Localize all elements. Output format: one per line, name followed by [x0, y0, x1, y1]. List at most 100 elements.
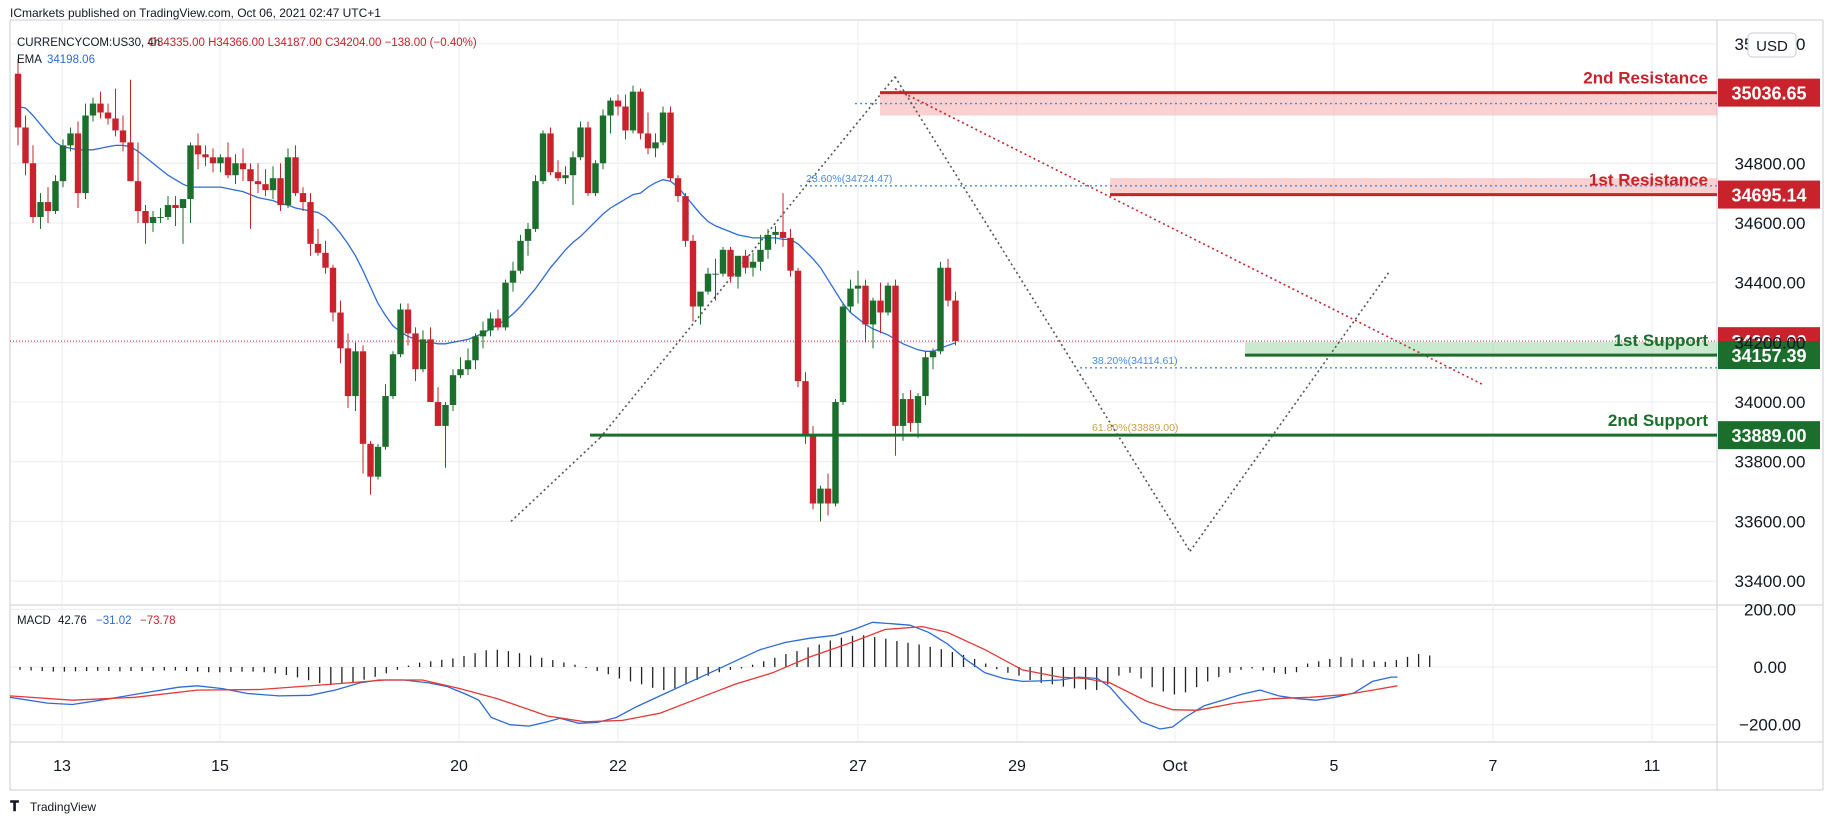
- candle-body: [405, 310, 411, 334]
- x-tick-label: 7: [1489, 758, 1498, 775]
- candle-body: [547, 133, 553, 172]
- y-tick-label: 34200.00: [1735, 333, 1806, 352]
- x-tick-label: 11: [1644, 758, 1661, 775]
- price-tag-label: 34695.14: [1731, 186, 1806, 206]
- candle-body: [60, 145, 66, 181]
- candle-body: [562, 175, 568, 178]
- x-tick-label: Oct: [1163, 758, 1188, 775]
- candle-body: [862, 286, 868, 325]
- candle-body: [142, 211, 148, 223]
- candle-body: [262, 184, 268, 190]
- x-tick-label: 29: [1008, 758, 1026, 775]
- candle-body: [105, 113, 111, 119]
- candle-body: [802, 381, 808, 435]
- candle-body: [37, 202, 43, 217]
- y-tick-label: 33600.00: [1735, 512, 1806, 531]
- candle-body: [540, 133, 546, 181]
- y-tick-label: 34600.00: [1735, 214, 1806, 233]
- candle-body: [615, 101, 621, 107]
- candle-body: [427, 339, 433, 402]
- candle-body: [487, 318, 493, 330]
- fib-label: 23.60%(34724.47): [806, 173, 892, 185]
- candle-body: [112, 118, 118, 130]
- candle-body: [675, 178, 681, 196]
- candle-body: [787, 238, 793, 271]
- candle-body: [570, 157, 576, 175]
- candle-body: [420, 339, 426, 369]
- candle-body: [277, 178, 283, 205]
- candle-body: [472, 336, 478, 360]
- candle-body: [217, 157, 223, 163]
- ohlc-readout: O34335.00 H34366.00 L34187.00 C34204.00 …: [148, 37, 477, 49]
- candle-body: [457, 369, 463, 375]
- candle-body: [397, 310, 403, 355]
- x-tick-label: 27: [849, 758, 867, 775]
- candle-body: [360, 351, 366, 444]
- y-tick-label: 34800.00: [1735, 154, 1806, 173]
- candle-body: [330, 268, 336, 313]
- currency-label: USD: [1756, 38, 1788, 55]
- candle-body: [180, 199, 186, 208]
- candle-body: [75, 133, 81, 193]
- candle-body: [795, 271, 801, 381]
- tradingview-logo-icon: 𝐓: [10, 798, 19, 814]
- candle-body: [375, 447, 381, 477]
- candle-body: [127, 142, 133, 181]
- fib-label: 61.80%(33889.00): [1092, 422, 1178, 434]
- y-tick-label: 34000.00: [1735, 393, 1806, 412]
- candle-body: [622, 107, 628, 131]
- candle-body: [810, 435, 816, 504]
- candle-body: [697, 292, 703, 307]
- candle-body: [915, 396, 921, 423]
- candle-body: [825, 489, 831, 504]
- candle-body: [510, 271, 516, 283]
- candle-body: [247, 169, 253, 181]
- candle-body: [30, 163, 36, 217]
- candle-body: [555, 172, 561, 178]
- candle-body: [232, 163, 238, 175]
- y-tick-label: 34400.00: [1735, 274, 1806, 293]
- candle-body: [892, 286, 898, 426]
- tradingview-brand-text: TradingView: [30, 800, 96, 814]
- candle-body: [832, 402, 838, 503]
- candle-body: [210, 157, 216, 163]
- ema-legend-label: EMA: [17, 54, 42, 66]
- candle-body: [352, 351, 358, 396]
- candle-body: [157, 217, 163, 218]
- candle-body: [885, 286, 891, 313]
- x-tick-label: 5: [1330, 758, 1339, 775]
- candle-body: [315, 244, 321, 253]
- macd-signal-value: −31.02: [96, 615, 132, 627]
- candle-body: [367, 444, 373, 477]
- y-tick-label: 33800.00: [1735, 453, 1806, 472]
- candle-body: [307, 202, 313, 244]
- candle-body: [705, 274, 711, 292]
- macd-y-tick-label: −200.00: [1739, 716, 1801, 735]
- candle-body: [337, 313, 343, 349]
- candle-body: [742, 256, 748, 268]
- candle-body: [765, 235, 771, 250]
- candle-body: [322, 253, 328, 268]
- candle-body: [187, 145, 193, 199]
- symbol-label: CURRENCYCOM:US30, 4h: [17, 37, 160, 49]
- level-name: 2nd Support: [1608, 411, 1708, 430]
- candle-body: [712, 274, 718, 275]
- candle-body: [637, 92, 643, 134]
- ema-legend-value: 34198.06: [47, 54, 95, 66]
- candle-body: [90, 104, 96, 116]
- candle-body: [240, 163, 246, 169]
- candle-body: [900, 399, 906, 426]
- candle-body: [82, 116, 88, 194]
- candle-body: [532, 181, 538, 229]
- candle-body: [772, 232, 778, 235]
- candle-body: [907, 399, 913, 423]
- candle-body: [750, 262, 756, 268]
- candle-body: [720, 250, 726, 274]
- candle-body: [450, 375, 456, 405]
- candle-body: [652, 142, 658, 148]
- candle-body: [435, 402, 441, 426]
- level-name: 2nd Resistance: [1583, 69, 1708, 88]
- macd-legend-value: 42.76: [58, 615, 87, 627]
